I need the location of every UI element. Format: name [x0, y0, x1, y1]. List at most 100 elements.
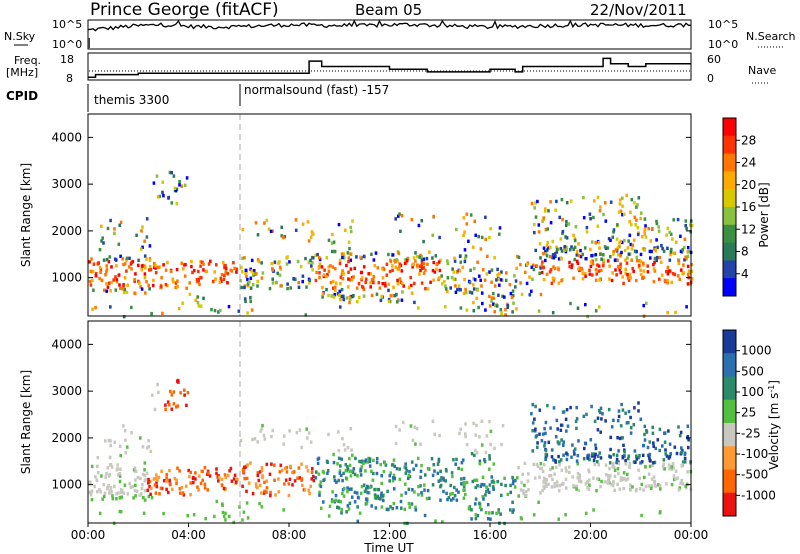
echo-cell — [441, 282, 444, 286]
echo-cell — [167, 490, 170, 495]
echo-cell — [113, 227, 116, 231]
echo-cell — [348, 463, 352, 468]
echo-cell — [295, 430, 299, 435]
echo-cell — [106, 226, 110, 231]
echo-cell — [581, 252, 584, 257]
echo-cell — [119, 510, 123, 514]
echo-cell — [484, 215, 487, 219]
echo-cell — [581, 277, 585, 281]
echo-cell — [170, 393, 174, 397]
echo-cell — [573, 257, 576, 262]
echo-cell — [516, 254, 519, 259]
echo-cell — [544, 207, 547, 211]
echo-cell — [499, 308, 503, 312]
echo-cell — [239, 438, 243, 443]
echo-cell — [282, 434, 286, 438]
echo-cell — [168, 170, 172, 175]
echo-cell — [541, 469, 545, 474]
echo-cell — [162, 263, 165, 267]
echo-cell — [262, 433, 266, 438]
echo-cell — [542, 480, 545, 484]
echo-cell — [368, 485, 372, 489]
echo-cell — [674, 477, 677, 481]
echo-cell — [342, 271, 345, 276]
echo-cell — [592, 215, 595, 220]
echo-cell — [618, 245, 621, 249]
echo-cell — [406, 256, 410, 261]
echo-cell — [362, 483, 366, 487]
echo-cell — [550, 281, 554, 285]
echo-cell — [544, 228, 548, 232]
echo-cell — [153, 407, 157, 412]
echo-cell — [475, 423, 478, 428]
echo-cell — [442, 478, 445, 482]
echo-cell — [590, 404, 593, 409]
nave-label: Nave — [748, 64, 776, 77]
echo-cell — [564, 247, 568, 251]
echo-cell — [223, 265, 226, 270]
echo-cell — [599, 252, 602, 256]
echo-cell — [143, 272, 147, 276]
echo-cell — [407, 285, 411, 290]
echo-cell — [599, 430, 602, 434]
echo-cell — [488, 235, 491, 240]
echo-cell — [88, 260, 91, 264]
echo-cell — [600, 257, 603, 261]
echo-cell — [364, 280, 367, 285]
echo-cell — [641, 235, 644, 239]
echo-cell — [189, 470, 192, 475]
echo-cell — [150, 393, 154, 397]
echo-cell — [309, 440, 313, 444]
echo-cell — [377, 281, 381, 285]
echo-cell — [673, 445, 677, 449]
echo-cell — [594, 309, 598, 313]
echo-cell — [131, 484, 135, 489]
echo-cell — [658, 484, 662, 488]
echo-cell — [340, 287, 344, 292]
echo-cell — [575, 417, 579, 421]
echo-cell — [462, 476, 466, 481]
echo-cell — [376, 494, 379, 498]
echo-cell — [626, 256, 629, 260]
echo-cell — [432, 214, 435, 219]
echo-cell — [353, 500, 357, 504]
echo-cell — [531, 421, 535, 425]
echo-cell — [298, 428, 302, 432]
echo-cell — [361, 285, 365, 290]
echo-cell — [577, 253, 581, 258]
echo-cell — [501, 278, 504, 283]
x-tick-label: 16:00 — [473, 528, 508, 542]
echo-cell — [642, 443, 645, 448]
echo-cell — [156, 382, 159, 387]
freq-label: Freq. — [14, 54, 41, 67]
echo-cell — [587, 453, 590, 457]
echo-cell — [161, 190, 164, 195]
echo-cell — [543, 441, 547, 445]
echo-cell — [285, 470, 289, 474]
echo-cell — [493, 446, 496, 450]
echo-cell — [435, 267, 438, 271]
echo-cell — [410, 460, 414, 464]
echo-cell — [170, 171, 173, 175]
echo-cell — [624, 258, 627, 262]
echo-cell — [554, 460, 558, 464]
echo-cell — [465, 443, 469, 447]
echo-cell — [199, 481, 203, 486]
echo-cell — [597, 264, 601, 268]
echo-cell — [538, 408, 542, 412]
echo-cell — [314, 476, 318, 480]
echo-cell — [613, 474, 617, 478]
echo-cell — [368, 457, 372, 461]
echo-cell — [88, 279, 92, 284]
echo-cell — [394, 265, 398, 269]
echo-cell — [312, 474, 315, 479]
echo-cell — [356, 474, 359, 478]
echo-cell — [486, 487, 490, 492]
echo-cell — [228, 469, 231, 473]
echo-cell — [345, 263, 348, 268]
echo-cell — [400, 281, 404, 286]
echo-cell — [572, 449, 576, 453]
echo-cell — [538, 475, 541, 479]
echo-cell — [594, 258, 598, 262]
echo-cell — [380, 474, 383, 478]
